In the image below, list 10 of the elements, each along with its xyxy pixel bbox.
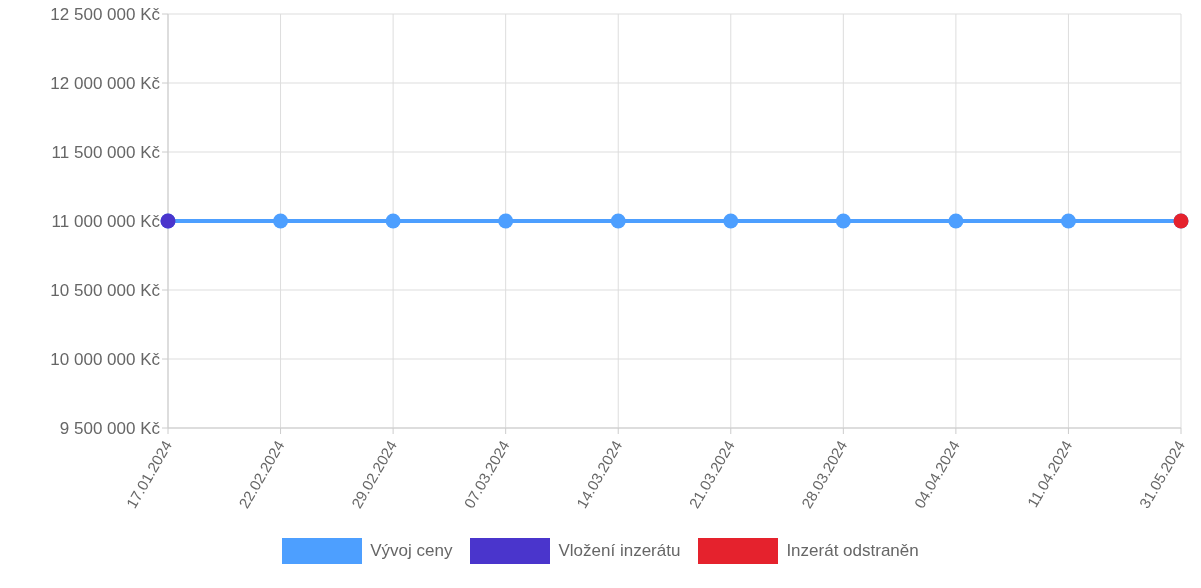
y-tick-label: 9 500 000 Kč — [59, 419, 161, 439]
legend-label: Vývoj ceny — [370, 541, 453, 561]
y-tick-label: 10 500 000 Kč — [50, 281, 161, 301]
legend-label: Inzerát odstraněn — [786, 541, 919, 561]
y-tick-label: 11 500 000 Kč — [51, 143, 161, 163]
y-tick-label: 11 000 000 Kč — [51, 212, 161, 232]
y-tick-label: 12 000 000 Kč — [50, 74, 161, 94]
y-tick-label: 12 500 000 Kč — [50, 5, 161, 25]
y-tick-label: 10 000 000 Kč — [50, 350, 161, 370]
legend-label: Vložení inzerátu — [558, 541, 681, 561]
